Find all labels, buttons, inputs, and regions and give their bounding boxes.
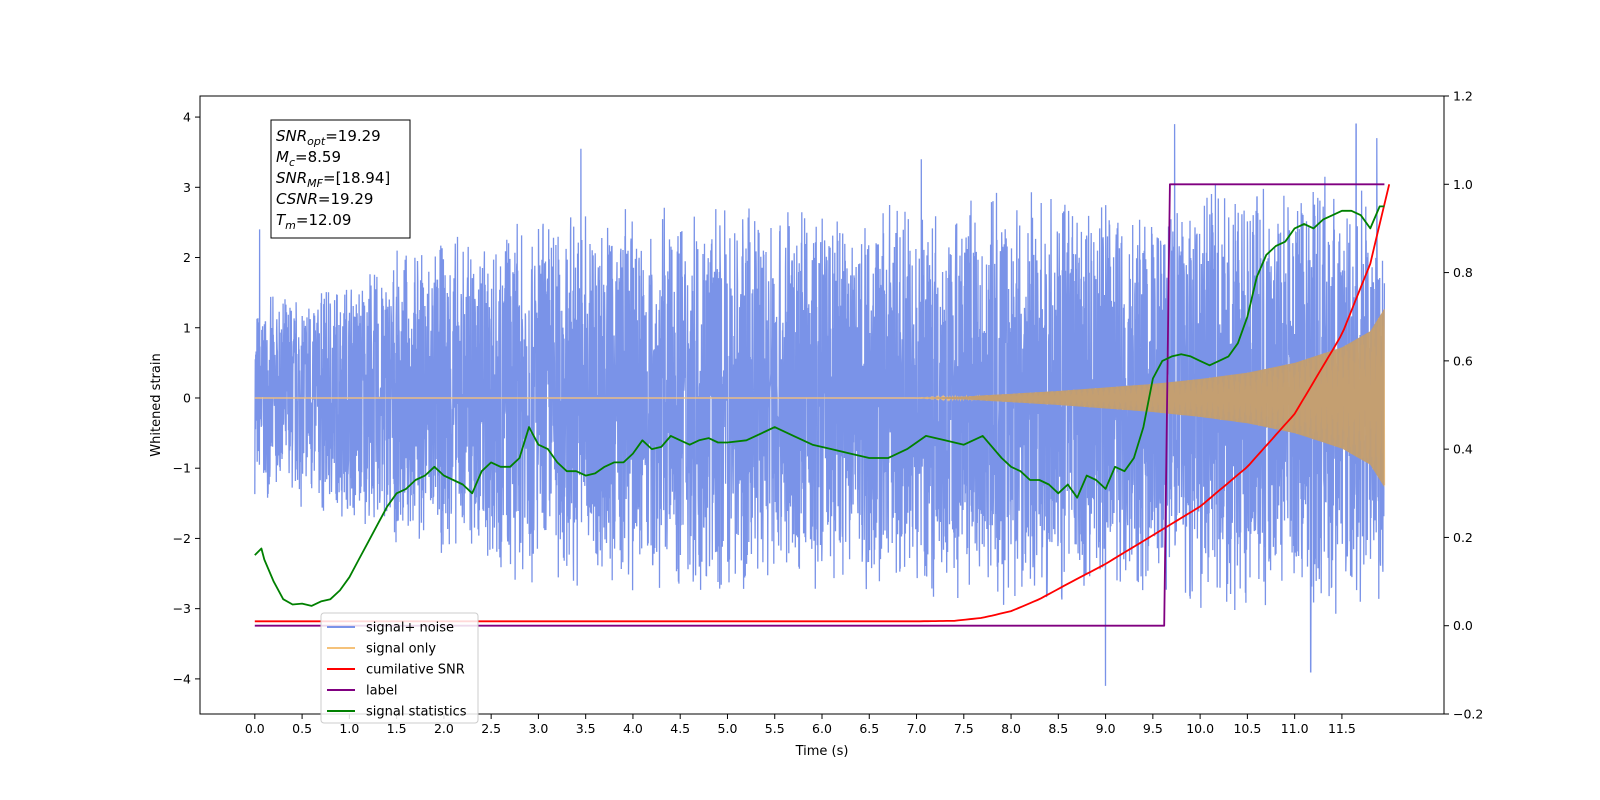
legend-label: cumilative SNR	[366, 663, 465, 678]
y-tick-label: 2	[183, 250, 191, 265]
y-tick-label: −3	[173, 601, 191, 616]
annotation-box: SNRopt=19.29Mc=8.59SNRMF=[18.94]CSNR=19.…	[270, 119, 411, 239]
x-tick-label: 5.5	[765, 721, 785, 736]
legend-label: signal+ noise	[366, 621, 454, 636]
x-tick-label: 6.0	[812, 721, 832, 736]
series-signal-statistics	[254, 205, 1385, 607]
legend: signal+ noise signal only cumilative SNR la…	[320, 612, 479, 724]
y2-tick-label: 0.4	[1453, 442, 1473, 457]
series-label	[254, 183, 1385, 627]
x-tick-label: 0.5	[292, 721, 312, 736]
y-tick-label: 4	[183, 110, 191, 125]
annotation-line: SNRopt=19.29	[276, 127, 381, 148]
x-tick-label: 5.0	[718, 721, 738, 736]
annotation-line: Mc=8.59	[276, 148, 341, 169]
y2-tick-label: 0.6	[1453, 353, 1473, 368]
x-axis: 0.0 0.5 1.0 1.5 2.0 2.5 3.0 3.5 4.0 4.5 5.0 5.5 6.0 6…	[245, 714, 1356, 736]
x-tick-label: 0.0	[245, 721, 265, 736]
x-tick-label: 10.5	[1233, 721, 1261, 736]
x-tick-label: 6.5	[859, 721, 879, 736]
series-signal-only-envelope	[254, 308, 1385, 488]
annotation-line: CSNR=19.29	[276, 190, 373, 208]
y-tick-label: 0	[183, 390, 191, 405]
y2-tick-label: 0.0	[1453, 618, 1473, 633]
y-axis-left: 4 3 2 1 0 −1 −2 −3 −4	[173, 110, 200, 686]
y2-tick-label: 0.2	[1453, 530, 1473, 545]
annotation-line: Tm=12.09	[276, 211, 351, 232]
y-tick-label: 1	[183, 320, 191, 335]
y-tick-label: −4	[173, 671, 191, 686]
x-tick-label: 4.5	[670, 721, 690, 736]
x-tick-label: 11.5	[1328, 721, 1356, 736]
y-tick-label: −1	[173, 461, 191, 476]
x-tick-label: 7.0	[907, 721, 927, 736]
y-tick-label: 3	[183, 180, 191, 195]
x-tick-label: 8.5	[1048, 721, 1068, 736]
x-tick-label: 11.0	[1281, 721, 1309, 736]
x-tick-label: 10.0	[1186, 721, 1214, 736]
y2-tick-label: −0.2	[1453, 707, 1483, 722]
x-tick-label: 1.5	[387, 721, 407, 736]
y-axis-label: Whitened strain	[149, 353, 164, 456]
y-axis-right: 1.2 1.0 0.8 0.6 0.4 0.2 0.0 −0.2	[1444, 89, 1483, 722]
x-axis-label: Time (s)	[795, 744, 849, 759]
x-tick-label: 9.5	[1143, 721, 1163, 736]
legend-label: signal statistics	[366, 705, 467, 720]
legend-label: label	[366, 684, 397, 699]
y2-tick-label: 0.8	[1453, 265, 1473, 280]
y2-tick-label: 1.0	[1453, 177, 1473, 192]
x-tick-label: 8.0	[1001, 721, 1021, 736]
y-tick-label: −2	[173, 531, 191, 546]
x-tick-label: 2.5	[481, 721, 501, 736]
y2-tick-label: 1.2	[1453, 89, 1473, 104]
x-tick-label: 2.0	[434, 721, 454, 736]
x-tick-label: 7.5	[954, 721, 974, 736]
x-tick-label: 4.0	[623, 721, 643, 736]
x-tick-label: 3.0	[528, 721, 548, 736]
plot-area	[254, 123, 1391, 686]
x-tick-label: 3.5	[576, 721, 596, 736]
x-tick-label: 1.0	[339, 721, 359, 736]
x-tick-label: 9.0	[1096, 721, 1116, 736]
annotation-line: SNRMF=[18.94]	[276, 169, 390, 190]
legend-label: signal only	[366, 642, 436, 657]
